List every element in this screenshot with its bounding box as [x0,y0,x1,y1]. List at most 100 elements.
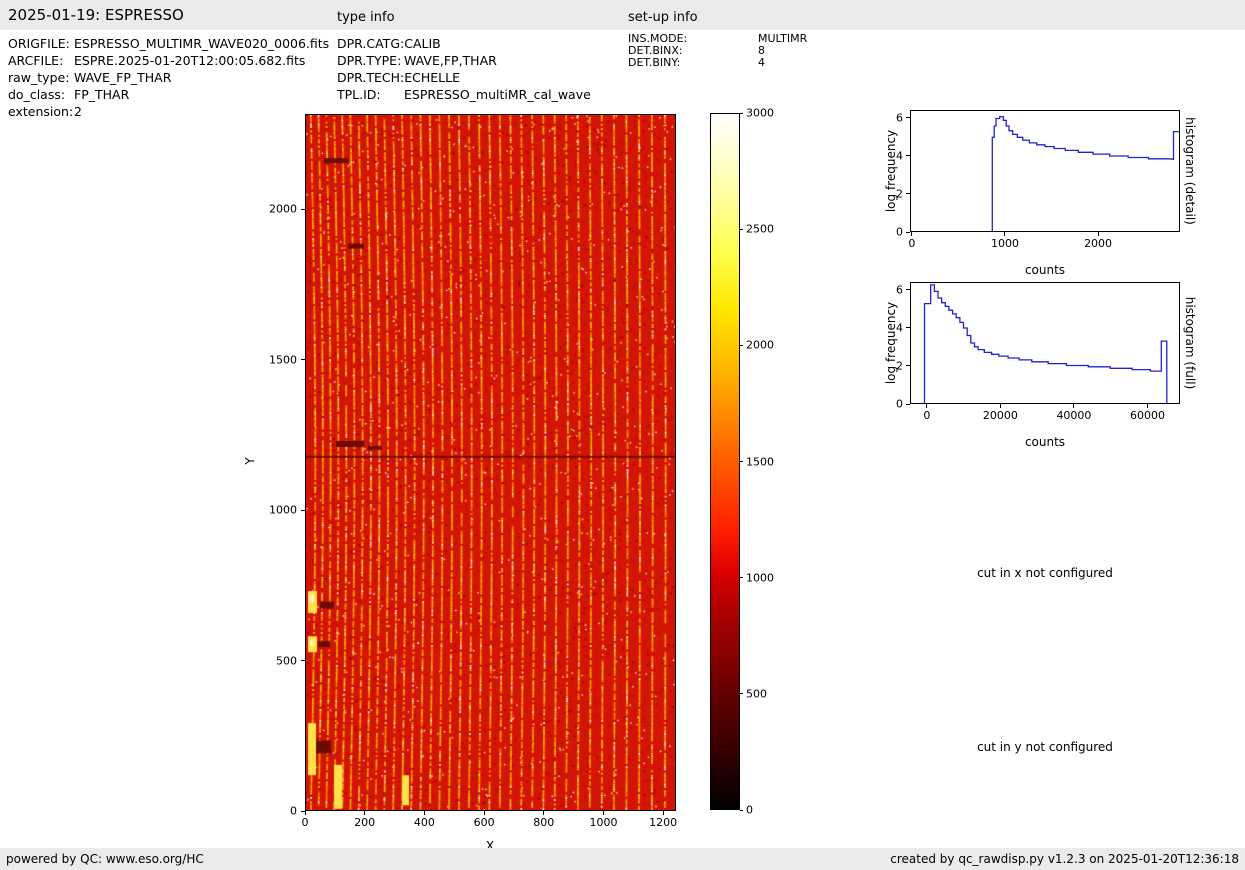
tick-mark [301,359,305,361]
tick-label: 0 [923,409,931,422]
histogram-line [923,284,1168,403]
tick-label: 0 [746,803,753,817]
metadata-row: ARCFILE: ESPRE.2025-01-20T12:00:05.682.fi… [8,52,329,69]
tick-mark [740,461,743,462]
tick-mark [301,810,305,812]
metadata-value: CALIB [404,36,441,51]
tick-mark [906,403,910,405]
tick-mark [1073,404,1075,408]
metadata-label: ARCFILE: [8,53,64,68]
tick-mark [906,365,910,367]
tick-label: 400 [413,816,435,829]
metadata-row: DPR.TYPE: WAVE,FP,THAR [337,52,591,69]
tick-mark [364,811,366,815]
header-bar: 2025-01-19: ESPRESSO type info set-up in… [0,0,1245,30]
tick-mark [602,811,604,815]
tick-label: 500 [276,654,297,668]
metadata-row: DET.BINY: 4 [628,57,807,69]
tick-label: 1200 [649,816,678,829]
tick-label: 0 [301,816,309,829]
raw-image-plot [305,114,676,811]
histogram-detail-title: histogram (detail) [1183,117,1197,225]
metadata-label: do_class: [8,87,66,102]
page-title: 2025-01-19: ESPRESSO [8,6,184,24]
tick-label: 600 [473,816,495,829]
metadata-row: DET.BINX: 8 [628,45,807,57]
x-axis-label: X [485,839,495,853]
histogram-full-plot [910,282,1180,404]
tick-mark [906,327,910,329]
tick-label: 2500 [746,222,774,236]
tick-mark [906,117,910,119]
tick-label: 200 [354,816,376,829]
metadata-value: 2 [74,104,82,119]
metadata-value: ESPRESSO_MULTIMR_WAVE020_0006.fits [74,36,330,51]
tick-mark [740,693,743,695]
file-metadata-block: ORIGFILE: ESPRESSO_MULTIMR_WAVE020_0006.f… [8,35,329,120]
type-info-block: DPR.CATG: CALIB DPR.TYPE: WAVE,FP,THAR DPR.T… [337,35,591,103]
tick-mark [304,811,306,815]
tick-mark [740,112,743,114]
metadata-label: DET.BINX: [628,44,683,57]
histogram-detail-xlabel: counts [1024,263,1066,277]
metadata-row: do_class: FP_THAR [8,86,329,103]
colorbar [710,113,740,810]
tick-mark [740,228,743,230]
tick-mark [740,809,743,811]
metadata-label: raw_type: [8,70,70,85]
metadata-row: INS.MODE: MULTIMR [628,33,807,45]
metadata-label: DET.BINY: [628,56,681,69]
tick-label: 4 [896,149,903,163]
metadata-label: INS.MODE: [628,32,688,45]
tick-label: 1000 [589,816,618,829]
tick-label: 0 [896,397,903,411]
metadata-value: WAVE_FP_THAR [74,70,172,85]
tick-mark [740,577,743,579]
tick-label: 2 [896,359,903,373]
metadata-label: DPR.CATG: [337,36,405,51]
tick-label: 4 [896,321,903,335]
metadata-label: ORIGFILE: [8,36,70,51]
histogram-full-xlabel: counts [1024,435,1066,449]
metadata-value: ECHELLE [404,70,460,85]
tick-label: 800 [533,816,555,829]
metadata-label: extension: [8,104,74,119]
metadata-row: TPL.ID: ESPRESSO_multiMR_cal_wave [337,86,591,103]
tick-mark [906,231,910,233]
tick-mark [999,404,1001,408]
tick-label: 3000 [746,106,774,120]
tick-label: 1000 [746,571,774,585]
tick-mark [906,155,910,157]
y-axis-label: Y [243,457,257,465]
metadata-row: DPR.TECH: ECHELLE [337,69,591,86]
tick-label: 40000 [1056,409,1092,422]
metadata-value: 8 [758,44,765,57]
tick-mark [301,660,305,662]
tick-mark [906,289,910,291]
tick-label: 20000 [982,409,1018,422]
tick-mark [906,193,910,195]
metadata-row: raw_type: WAVE_FP_THAR [8,69,329,86]
cut-x-message: cut in x not configured [977,566,1113,580]
tick-label: 0 [908,237,916,250]
tick-label: 0 [896,225,903,239]
tick-label: 6 [896,283,903,297]
tick-label: 60000 [1129,409,1165,422]
tick-label: 2000 [269,202,297,216]
histogram-full-title: histogram (full) [1183,296,1197,390]
tick-mark [740,344,743,346]
tick-mark [483,811,485,815]
histogram-detail-plot [910,110,1180,232]
cut-y-message: cut in y not configured [977,740,1113,754]
tick-label: 6 [896,111,903,125]
tick-label: 1000 [990,237,1019,250]
metadata-value: ESPRE.2025-01-20T12:00:05.682.fits [74,53,306,68]
tick-mark [1146,404,1148,408]
tick-label: 0 [290,804,297,818]
tick-label: 2000 [746,338,774,352]
tick-label: 2 [896,187,903,201]
tick-label: 1000 [269,503,297,517]
tick-mark [911,232,913,236]
metadata-row: ORIGFILE: ESPRESSO_MULTIMR_WAVE020_0006.f… [8,35,329,52]
footer-bar: powered by QC: www.eso.org/HC created by… [0,848,1245,870]
